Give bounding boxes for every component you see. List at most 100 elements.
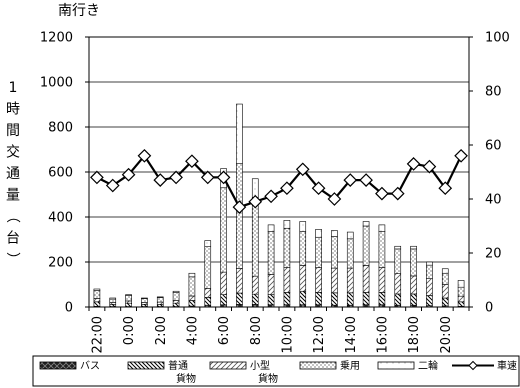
bar-segment-car [141, 298, 148, 303]
x-tick-label: 8:00 [249, 316, 264, 345]
y2-tick-label: 40 [485, 193, 502, 208]
bar-segment-car [172, 292, 180, 301]
speed-marker [105, 178, 120, 193]
bar-segment-heavy [251, 293, 259, 305]
bar-segment-heavy [109, 303, 117, 307]
bar-stack [331, 230, 338, 308]
bar-stacks [93, 103, 465, 308]
bar-segment-car [410, 248, 417, 277]
x-tick-label: 22:00 [90, 316, 105, 353]
legend-label-car: 乗用 [340, 360, 360, 372]
bar-segment-moto [362, 221, 370, 227]
bar-segment-small [156, 301, 164, 305]
y-axis-label-char: 量 [6, 188, 20, 204]
y-axis-label-char: 台 [6, 231, 20, 247]
speed-marker [438, 181, 453, 196]
legend-swatch-heavy [127, 361, 165, 370]
plot-frame [88, 36, 470, 308]
bar-segment-moto [236, 103, 243, 164]
bar-segment-small [172, 300, 180, 304]
y-axis-label-char: 間 [6, 123, 20, 139]
bar-segment-car [283, 227, 291, 268]
chart-title: 南行き [58, 3, 100, 19]
bar-segment-heavy [204, 297, 212, 306]
speed-marker [200, 170, 215, 185]
legend-swatch-car [299, 361, 337, 370]
x-tick-label: 4:00 [185, 316, 200, 345]
speed-marker [406, 157, 421, 171]
bar-segment-car [426, 264, 433, 279]
bar-segment-bus [236, 303, 243, 308]
bar-segment-heavy [457, 301, 465, 307]
bar-segment-small [299, 265, 307, 292]
y2-tick-label: 20 [485, 247, 502, 262]
bar-stack [172, 290, 180, 308]
bar-segment-car [93, 290, 101, 299]
legend-label-speed: 車速 [497, 359, 517, 372]
bar-segment-heavy [220, 294, 227, 306]
bar-segment-car [299, 231, 307, 266]
bar-stack [156, 296, 164, 308]
speed-marker [216, 170, 231, 185]
bar-segment-moto [346, 231, 354, 240]
bar-segment-car [267, 231, 275, 275]
x-tick-label: 6:00 [217, 316, 232, 345]
bar-segment-small [394, 273, 402, 295]
bar-segment-car [315, 236, 322, 268]
bar-segment-moto [410, 245, 417, 250]
speed-marker [264, 189, 278, 204]
speed-marker [454, 148, 468, 163]
legend-swatch-speed-marker [468, 360, 478, 371]
y-tick-label: 1000 [40, 76, 73, 91]
y-tick-label: 600 [48, 166, 73, 181]
x-tick-labels: 22:00 0:00 2:00 4:00 6:00 8:00 10:00 12:00 14:00… [90, 316, 453, 353]
bar-segment-small [410, 275, 417, 295]
y2-tick-label: 80 [485, 85, 502, 100]
legend-label-bus: バス [80, 360, 100, 372]
bar-segment-bus [283, 304, 291, 308]
speed-marker [327, 192, 342, 206]
y2-tick-label: 0 [485, 301, 493, 316]
speed-marker [153, 173, 168, 187]
bar-segment-moto [426, 261, 433, 266]
speed-line [90, 148, 468, 214]
bar-segment-small [188, 295, 196, 301]
bar-segment-small [283, 267, 291, 293]
bar-segment-small [441, 284, 449, 299]
bar-segment-car [220, 187, 227, 273]
bar-segment-moto [156, 296, 164, 298]
bar-segment-heavy [125, 302, 132, 307]
legend-swatch-bus [39, 361, 77, 370]
speed-marker [375, 186, 389, 201]
bar-segment-car [362, 225, 370, 266]
bar-segment-heavy [346, 292, 354, 306]
y-tick-label: 400 [48, 211, 73, 226]
bar-segment-moto [109, 297, 117, 300]
bar-segment-moto [188, 272, 196, 278]
y-axis-label-char: （ [4, 209, 20, 223]
bar-segment-heavy [394, 293, 402, 306]
bar-segment-heavy [331, 292, 338, 306]
y-axis-label-char: 交 [6, 144, 20, 161]
speed-marker [90, 170, 104, 185]
bar-segment-bus [251, 303, 259, 308]
bar-segment-moto [125, 294, 132, 296]
y-tick-label: 0 [65, 301, 73, 316]
bar-segment-car [394, 248, 402, 274]
bar-stack [426, 261, 433, 308]
x-tick-label: 18:00 [407, 316, 422, 353]
bar-stack [188, 272, 196, 308]
bar-segment-small [204, 288, 212, 298]
bar-segment-moto [267, 224, 275, 232]
y2-tick-label: 100 [485, 31, 510, 46]
legend-label-small-2: 貨物 [258, 372, 278, 385]
bar-segment-small [125, 300, 132, 304]
bar-segment-heavy [410, 293, 417, 306]
bar-segment-moto [283, 220, 291, 229]
bar-stack [362, 221, 370, 308]
y-tick-label: 200 [48, 256, 73, 271]
bar-stack [299, 221, 307, 308]
bar-stack [204, 240, 212, 308]
bar-segment-moto [172, 290, 180, 293]
